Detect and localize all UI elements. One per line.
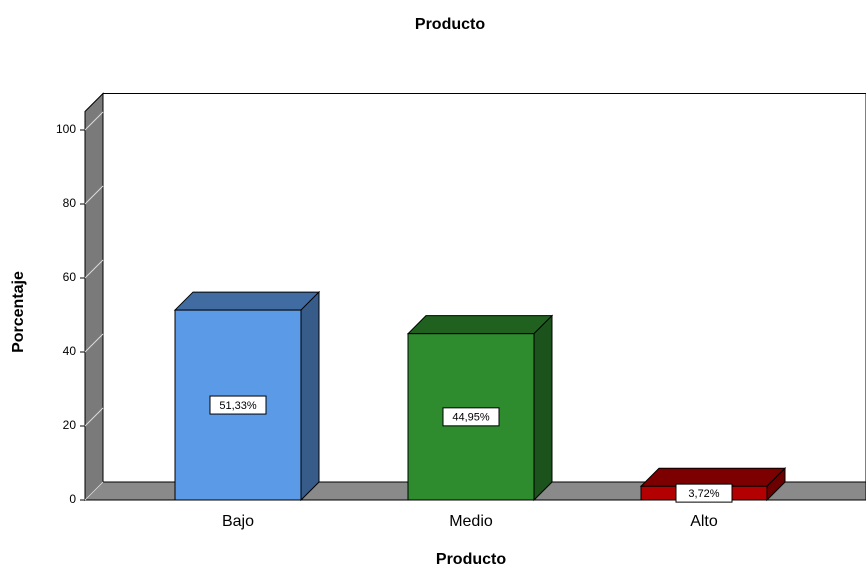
bar-top xyxy=(406,315,554,335)
value-label-box xyxy=(442,407,500,427)
value-label: 3,72% xyxy=(688,488,719,500)
y-tick-label: 40 xyxy=(63,344,77,358)
wall-grid-line xyxy=(84,259,104,279)
y-tick-label: 80 xyxy=(63,196,77,210)
x-tick-label: Bajo xyxy=(222,513,254,530)
x-tick-label: Alto xyxy=(690,513,718,530)
wall-grid-line xyxy=(84,111,104,131)
value-label: 44,95% xyxy=(452,412,490,424)
y-tick-label: 20 xyxy=(63,418,77,432)
x-tick-label: Medio xyxy=(449,513,493,530)
left-wall xyxy=(84,92,104,502)
y-tick-label: 100 xyxy=(56,122,76,136)
wall-grid-line xyxy=(84,481,104,501)
bar xyxy=(639,467,787,502)
wall-grid-line xyxy=(84,333,104,353)
value-label-box xyxy=(675,483,733,503)
y-tick-label: 0 xyxy=(69,492,76,506)
y-tick-label: 60 xyxy=(63,270,77,284)
bar-side xyxy=(533,314,553,502)
wall-grid-line xyxy=(84,407,104,427)
value-label: 51,33% xyxy=(219,400,257,412)
bar-side xyxy=(300,290,320,502)
y-axis-title: Porcentaje xyxy=(10,271,27,353)
chart-title: Producto xyxy=(415,16,485,33)
value-label-box xyxy=(209,395,267,415)
bar-top xyxy=(173,291,321,311)
x-axis-title: Producto xyxy=(436,551,506,568)
wall-grid-line xyxy=(84,185,104,205)
bar-top xyxy=(639,467,787,487)
